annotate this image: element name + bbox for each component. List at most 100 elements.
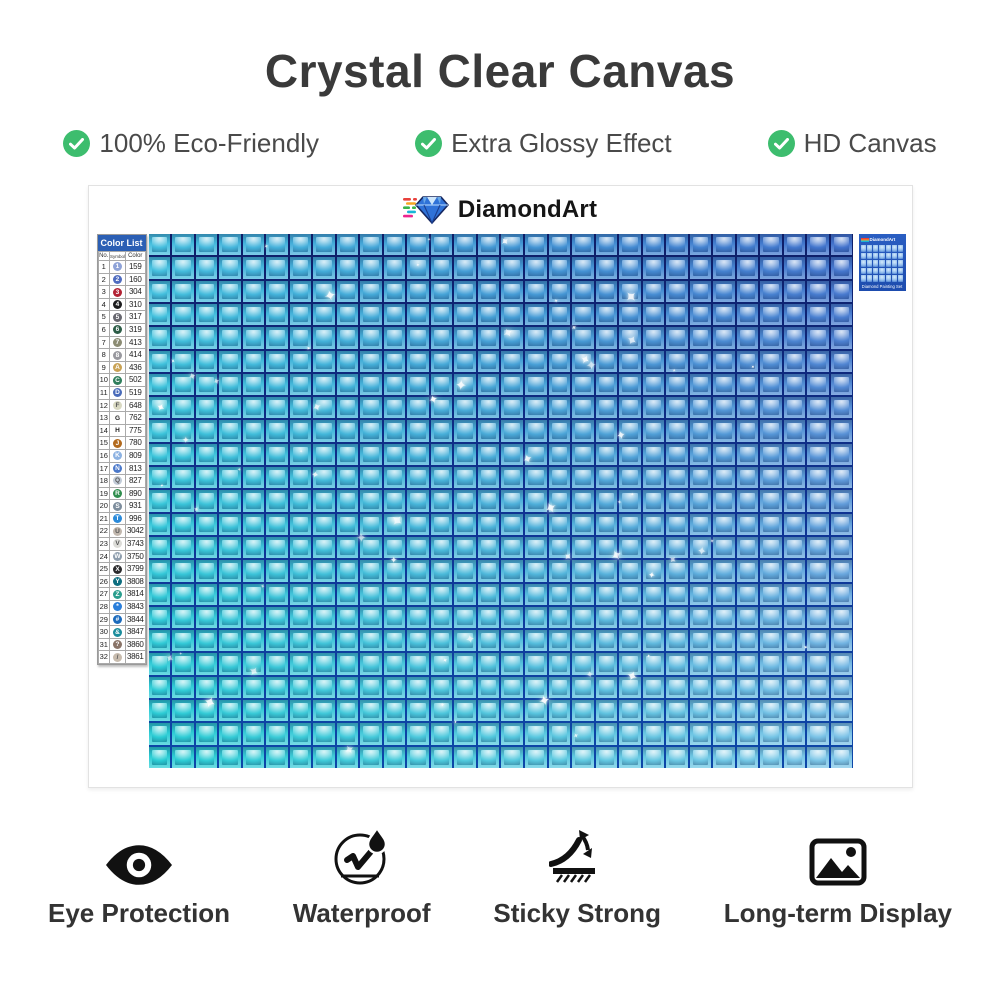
canvas-tile [548, 443, 571, 466]
thumbnail-diamond-cell [873, 275, 879, 282]
canvas-tile [313, 513, 335, 535]
canvas-tile [172, 397, 194, 419]
canvas-tile [595, 630, 618, 652]
color-row-no: 17 [97, 461, 111, 476]
canvas-tile [783, 303, 806, 326]
thumbnail-diamond-cell [885, 245, 891, 252]
thumbnail-diamond-cell [860, 275, 866, 282]
canvas-tile [572, 257, 594, 279]
canvas-tile [313, 536, 335, 559]
canvas-tile [477, 234, 500, 256]
color-row-code: 3750 [125, 549, 146, 564]
color-list-row: 14 H 775 [97, 423, 146, 438]
canvas-tile [148, 630, 171, 652]
canvas-tile [666, 280, 688, 302]
canvas-tile [760, 257, 782, 279]
canvas-tile [619, 700, 641, 722]
canvas-tile [525, 303, 547, 326]
canvas-tile [219, 257, 241, 279]
canvas-tile [595, 327, 618, 349]
canvas-tile [666, 630, 688, 652]
canvas-tile [642, 234, 665, 256]
canvas-tile [383, 723, 406, 745]
canvas-tile [736, 560, 759, 582]
canvas-tile [595, 303, 618, 326]
canvas-tile [219, 490, 241, 512]
canvas-tile [336, 700, 359, 722]
canvas-tile [407, 490, 429, 512]
canvas-tile [713, 560, 735, 582]
canvas-tile [689, 606, 712, 629]
canvas-tile [642, 397, 665, 419]
canvas-tile [360, 583, 382, 605]
canvas-tile [760, 583, 782, 605]
canvas-tile [266, 350, 288, 372]
canvas-tile [619, 350, 641, 372]
canvas-tile [807, 700, 829, 722]
canvas-tile [195, 350, 218, 372]
color-row-code: 160 [125, 272, 146, 287]
canvas-tile [783, 467, 806, 489]
canvas-tile [360, 490, 382, 512]
canvas-tile [430, 560, 453, 582]
canvas-tile [242, 420, 265, 442]
canvas-tile [619, 303, 641, 326]
color-symbol-dot: Q [112, 476, 122, 486]
color-list-row: 1 1 159 [97, 260, 146, 274]
canvas-tile [595, 373, 618, 396]
canvas-tile [619, 560, 641, 582]
canvas-tile [830, 443, 853, 466]
canvas-tile [454, 280, 476, 302]
canvas-tile [289, 234, 312, 256]
color-row-no: 26 [97, 574, 111, 589]
canvas-tile [713, 234, 735, 256]
canvas-tile [430, 490, 453, 512]
canvas-tile [242, 583, 265, 605]
canvas-tile [689, 583, 712, 605]
canvas-tile [477, 443, 500, 466]
canvas-tile [501, 303, 524, 326]
canvas-tile [689, 536, 712, 559]
canvas-tile [760, 373, 782, 396]
canvas-tile [289, 513, 312, 535]
canvas-tile [407, 350, 429, 372]
canvas-tile [783, 560, 806, 582]
canvas-tile [760, 467, 782, 489]
canvas-tile [407, 420, 429, 442]
canvas-tile [219, 420, 241, 442]
canvas-tile [642, 723, 665, 745]
check-circle-icon [767, 130, 795, 157]
canvas-tile [689, 560, 712, 582]
canvas-tile [525, 583, 547, 605]
canvas-tile [642, 560, 665, 582]
color-list-row: 19 R 890 [97, 486, 146, 501]
canvas-tile [572, 513, 594, 535]
canvas-tile [454, 420, 476, 442]
canvas-tile [619, 490, 641, 512]
canvas-tile [266, 257, 288, 279]
tile-grid [148, 234, 853, 768]
canvas-tile [830, 373, 853, 396]
thumbnail-caption: Diamond Painting Set [861, 284, 903, 289]
thumbnail-diamond-cell [866, 245, 873, 252]
canvas-tile [572, 420, 594, 442]
canvas-tile [477, 490, 500, 512]
canvas-tile [454, 397, 476, 419]
canvas-tile [572, 653, 594, 675]
canvas-tile [807, 560, 829, 582]
canvas-tile [360, 327, 382, 349]
canvas-tile [242, 280, 265, 302]
canvas-tile [619, 443, 641, 466]
canvas-tile [595, 443, 618, 466]
diamond-canvas-preview: ✦ ✦ ✦ ✦ ✦ ✦ ✦ ✦ ✦ ✦ ✦ ✦ ✦ ✦ ✦ ✦ ✦ ✦ ✦ ✦ ✦ ✦ ✦ ✦ ✦ ✦ ✦ ✦ ✦ ✦ ✦ ✦ ✦ ✦ ✦ ✦ ✦ ✦ ✦ ✦… [148, 234, 853, 768]
canvas-tile [336, 653, 359, 675]
thumbnail-diamond-cell [879, 275, 885, 282]
canvas-tile [595, 397, 618, 419]
canvas-tile [713, 536, 735, 559]
canvas-tile [501, 350, 524, 372]
canvas-tile [642, 583, 665, 605]
color-row-code: 890 [125, 486, 146, 501]
color-list-row: 18 Q 827 [97, 474, 146, 488]
canvas-tile [666, 583, 688, 605]
color-list-title: Color List [97, 235, 146, 251]
